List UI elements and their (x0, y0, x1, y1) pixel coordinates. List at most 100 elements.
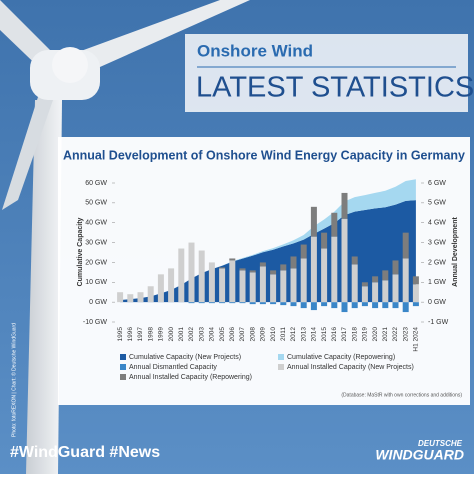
bar (392, 274, 399, 303)
bar (372, 276, 379, 283)
x-tick-label: 2015 (321, 327, 328, 342)
legend-label: Cumulative Capacity (Repowering) (287, 354, 395, 361)
bar (402, 258, 409, 303)
y2-axis-title: Annual Development (452, 217, 459, 287)
y2-tick-label: -1 GW (428, 319, 449, 326)
bar (229, 302, 236, 304)
bar (310, 236, 317, 303)
bar (382, 302, 389, 309)
x-tick-label: 1997 (137, 327, 144, 342)
y-tick-label: 60 GW (85, 180, 107, 187)
legend-label: Annual Installed Capacity (Repowering) (129, 374, 252, 381)
bar (290, 256, 297, 269)
x-tick-label: 2012 (290, 327, 297, 342)
x-tick-label: 1998 (147, 327, 154, 342)
bar (137, 292, 144, 303)
y-tick-label: 30 GW (85, 239, 107, 246)
x-tick-label: 2001 (178, 327, 185, 342)
bar (321, 248, 328, 303)
bar (270, 274, 277, 303)
bar (412, 284, 419, 303)
bar (219, 302, 226, 304)
x-tick-label: 2022 (392, 327, 399, 342)
bar (331, 302, 338, 309)
y-tick-label: 0 GW (89, 299, 107, 306)
bar (280, 270, 287, 303)
x-tick-label: 2002 (188, 327, 195, 342)
x-tick-label: 2020 (372, 327, 379, 342)
bar (239, 302, 246, 304)
x-tick-label: 2005 (219, 327, 226, 342)
y-tick-label: 40 GW (85, 220, 107, 227)
y-tick-label: 10 GW (85, 279, 107, 286)
x-tick-label: 2013 (300, 327, 307, 342)
bar (412, 302, 419, 307)
bar (198, 302, 205, 304)
legend-swatch (120, 364, 126, 370)
bar (117, 292, 124, 303)
bar (300, 302, 307, 309)
y2-tick-label: 0 GW (428, 299, 446, 306)
legend-swatch (120, 354, 126, 360)
x-tick-label: 2006 (229, 327, 236, 342)
x-tick-label: 2003 (198, 327, 205, 342)
y2-tick-label: 3 GW (428, 239, 446, 246)
y-tick-label: -10 GW (83, 319, 108, 326)
bar (188, 302, 195, 304)
bar (239, 270, 246, 303)
bar (361, 302, 368, 307)
legend-label: Annual Dismantled Capacity (129, 364, 217, 371)
x-tick-label: 2017 (341, 327, 348, 342)
x-tick-label: 2007 (239, 327, 246, 342)
x-tick-label: 2011 (280, 327, 287, 341)
bar (208, 302, 215, 304)
photo-credit: Photo: fotoREXON | Chart: © Deutsche Win… (10, 323, 17, 437)
bar (382, 280, 389, 303)
bar (270, 270, 277, 275)
legend-swatch (278, 364, 284, 370)
bar (300, 258, 307, 303)
logo-top: DEUTSCHE (418, 439, 463, 448)
y-axis-title: Cumulative Capacity (77, 217, 84, 286)
bar (229, 258, 236, 261)
bar (361, 282, 368, 287)
bar (321, 232, 328, 249)
bar (208, 262, 215, 303)
logo-bottom: WINDGUARD (375, 447, 464, 463)
hashtags: #WindGuard #News (10, 444, 160, 461)
x-tick-label: 2019 (362, 327, 369, 342)
y2-tick-label: 6 GW (428, 180, 446, 187)
bar (198, 250, 205, 303)
bar (259, 262, 266, 267)
bar (270, 302, 277, 305)
bar (290, 268, 297, 303)
bar (361, 286, 368, 303)
x-tick-label: 2008 (249, 327, 256, 342)
x-tick-label: 2009 (260, 327, 267, 342)
bar (259, 302, 266, 305)
bar (310, 206, 317, 237)
y2-tick-label: 5 GW (428, 200, 446, 207)
x-tick-label: H1 2024 (413, 327, 420, 352)
x-tick-label: 2014 (311, 327, 318, 342)
bar (351, 302, 358, 309)
bar (310, 302, 317, 311)
legend-label: Annual Installed Capacity (New Projects) (287, 364, 414, 371)
bar (372, 302, 379, 309)
x-tick-label: 2004 (209, 327, 216, 342)
x-tick-label: 1996 (127, 327, 134, 342)
y-tick-label: 50 GW (85, 200, 107, 207)
bar (147, 286, 154, 303)
header-title: LATEST STATISTICS (196, 72, 474, 104)
x-tick-label: 1995 (117, 327, 124, 342)
header-box (185, 34, 468, 112)
bar (168, 268, 175, 303)
x-tick-label: 2000 (168, 327, 175, 342)
bar (300, 244, 307, 259)
bar (219, 268, 226, 303)
bar (219, 267, 226, 269)
legend-swatch (278, 354, 284, 360)
bar (341, 218, 348, 303)
bar (188, 242, 195, 303)
